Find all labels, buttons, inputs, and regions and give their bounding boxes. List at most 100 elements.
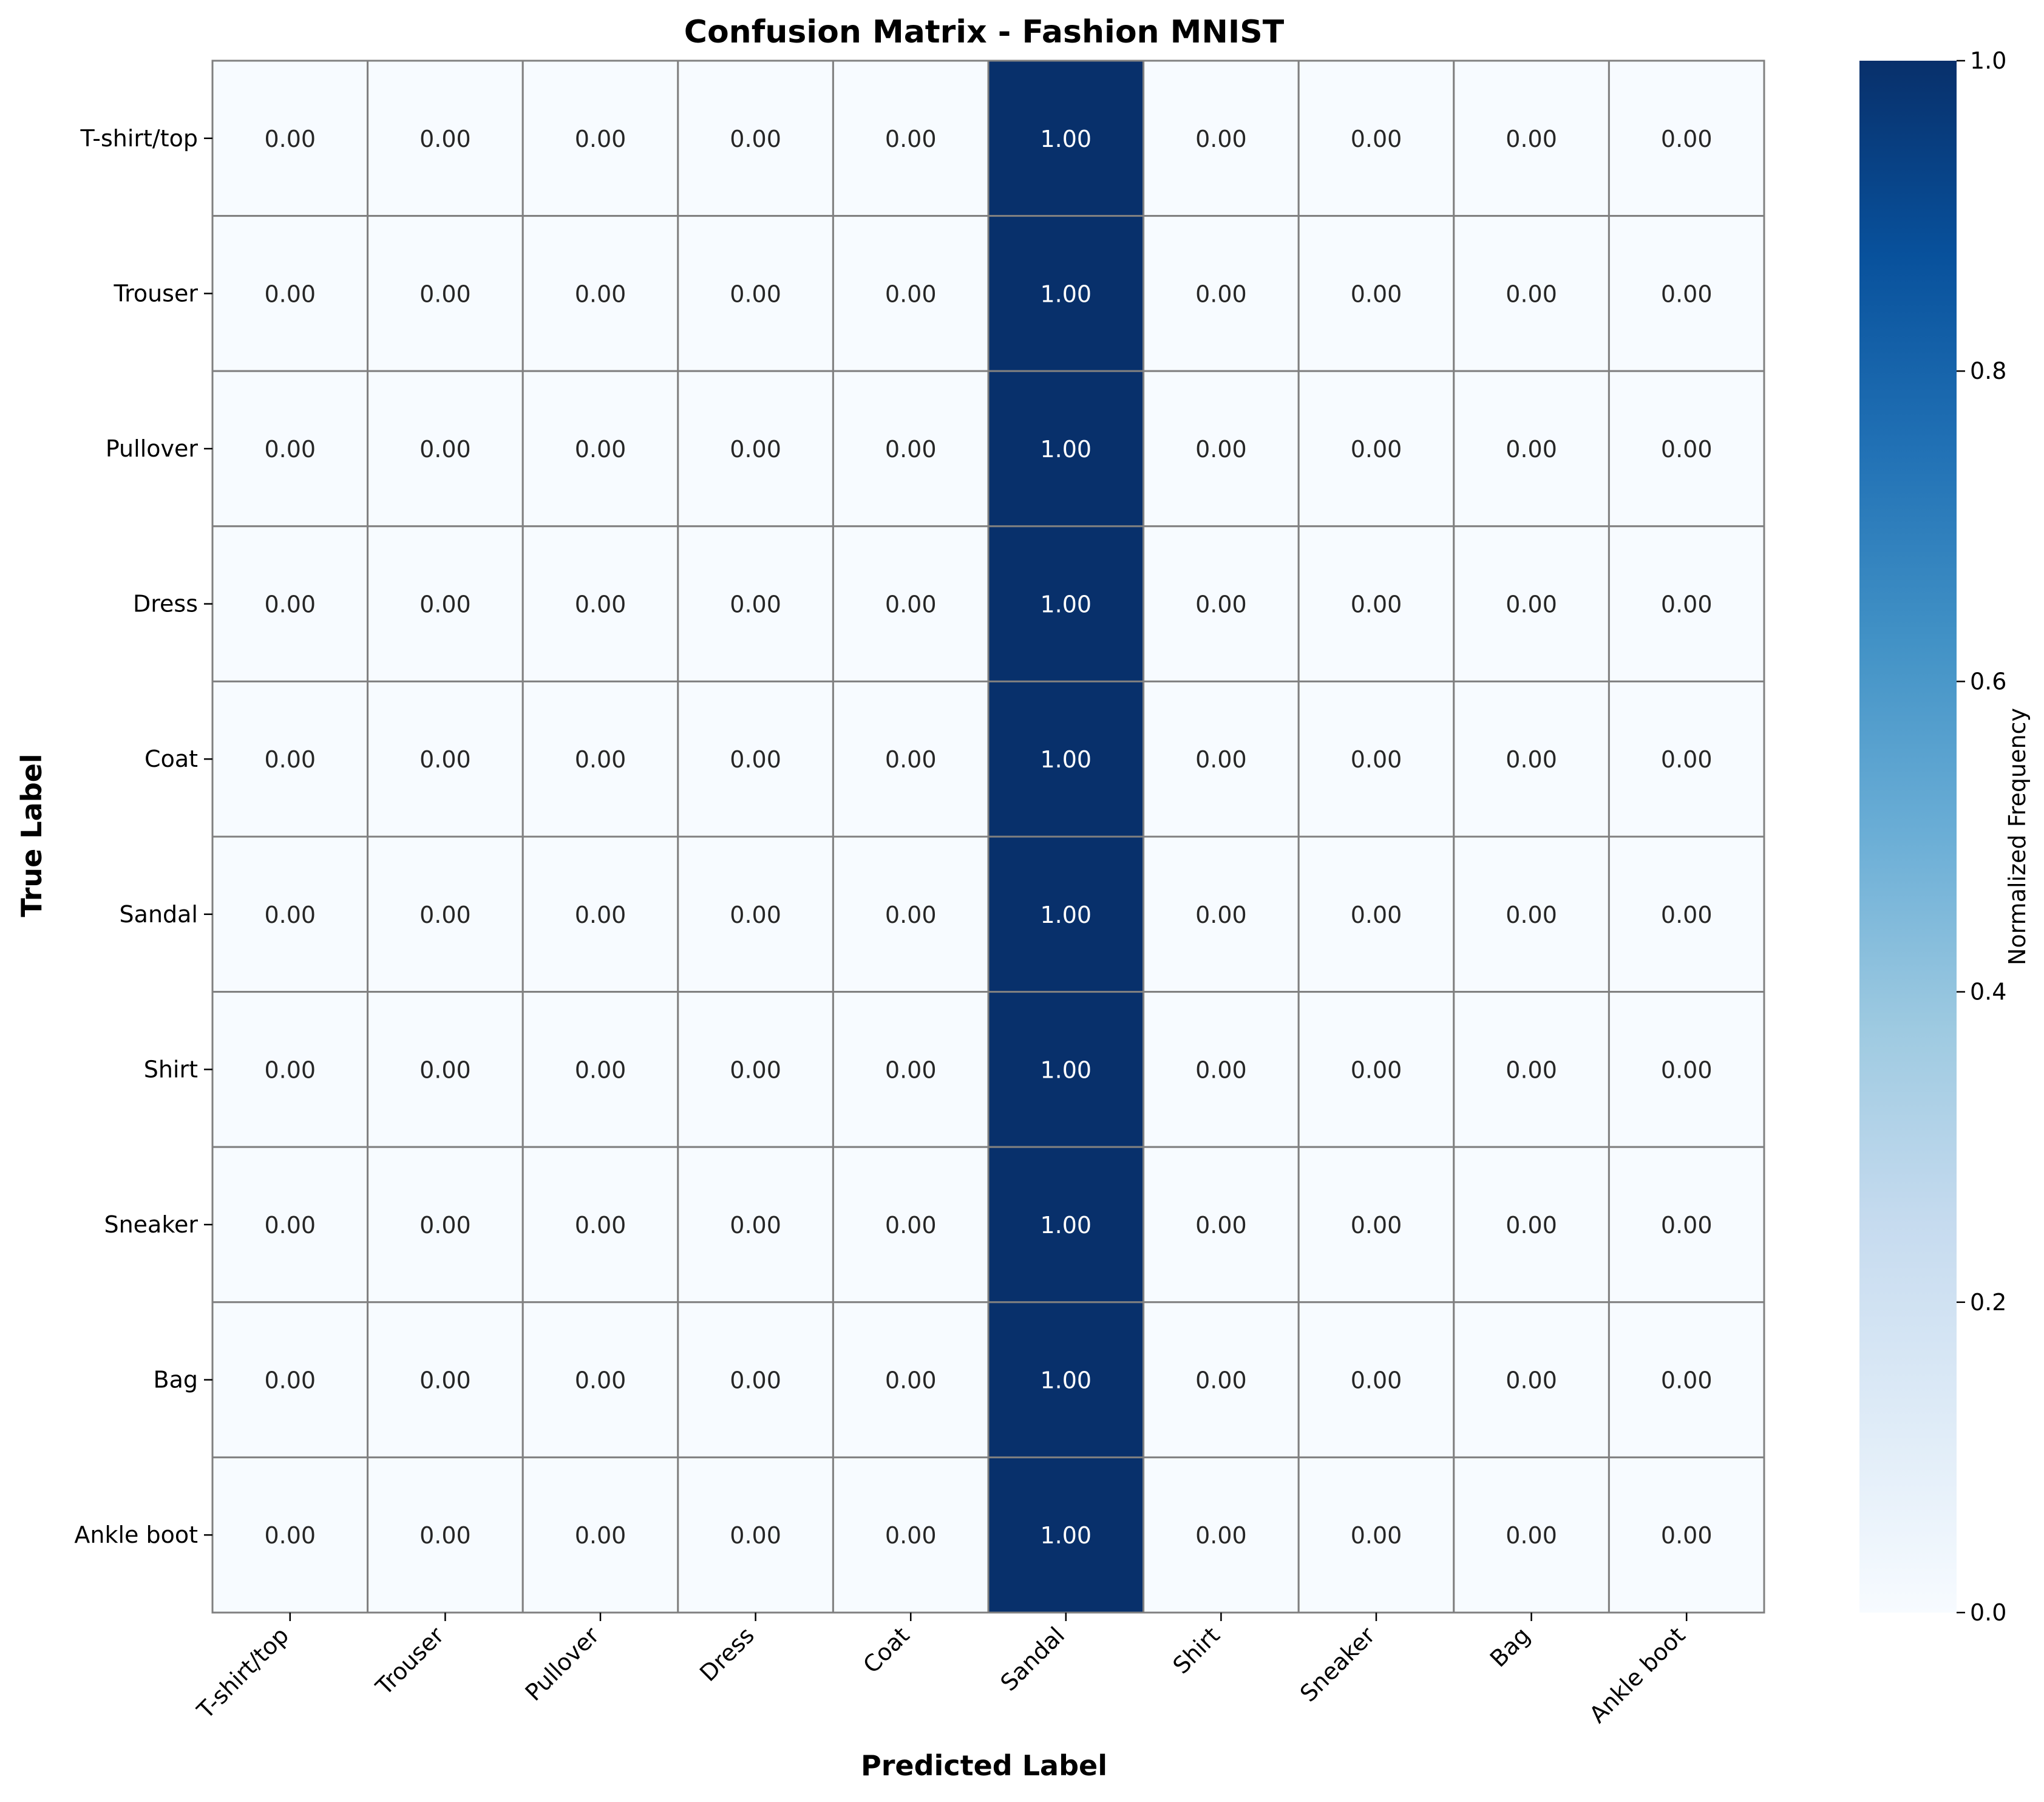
cell-value-label: 0.00: [730, 746, 781, 773]
cell-value-label: 0.00: [1506, 126, 1557, 152]
heatmap-cell: [1143, 680, 1300, 838]
x-tick-label: T-shirt/top: [192, 1622, 294, 1724]
heatmap-cell: [1297, 525, 1455, 682]
cell-value-label: 0.00: [419, 1212, 471, 1239]
cell-value-label: 0.00: [885, 1522, 937, 1549]
cell-value-label: 0.00: [1195, 902, 1247, 928]
heatmap-cell: [367, 1301, 524, 1458]
cell-value-label: 0.00: [575, 902, 626, 928]
cell-value-label: 0.00: [419, 1367, 471, 1394]
cell-value-label: 0.00: [1195, 746, 1247, 773]
cell-value-label: 0.00: [1195, 1056, 1247, 1083]
heatmap-cell: [367, 1456, 524, 1614]
cell-value-label: 0.00: [885, 1212, 937, 1239]
cell-value-label: 0.00: [1506, 280, 1557, 307]
heatmap-cell: [1608, 680, 1765, 838]
heatmap-cell: [677, 1146, 834, 1304]
heatmap-cell: [1608, 1301, 1765, 1458]
heatmap-cell: [211, 835, 369, 993]
heatmap-cell: [987, 1146, 1145, 1304]
cell-value-label: 0.00: [1506, 1056, 1557, 1083]
y-axis-ticks: T-shirt/top Trouser Pullover Dress Coat Sanda…: [74, 125, 212, 1548]
cell-value-label: 0.00: [419, 1056, 471, 1083]
cell-value-label: 0.00: [1506, 1212, 1557, 1239]
heatmap-cell: [1297, 59, 1455, 217]
heatmap-cell: [1297, 680, 1455, 838]
x-tick-label: Coat: [858, 1622, 914, 1678]
heatmap-cell: [1608, 991, 1765, 1148]
cell-value-label: 0.00: [1661, 280, 1713, 307]
cell-value-label: 0.00: [575, 746, 626, 773]
cell-value-label: 0.00: [419, 126, 471, 152]
heatmap-cell: [211, 525, 369, 682]
heatmap-cell: [211, 59, 369, 217]
y-tick-label: Sneaker: [104, 1211, 198, 1238]
heatmap-cell: [987, 1301, 1145, 1458]
heatmap-cell: [832, 59, 990, 217]
heatmap-cell: [1453, 1146, 1610, 1304]
cell-value-label: 0.00: [1506, 746, 1557, 773]
heatmap-cell: [367, 680, 524, 838]
cell-value-label: 0.00: [264, 591, 316, 618]
cell-value-label: 0.00: [1351, 280, 1402, 307]
heatmap-cell: [832, 1146, 990, 1304]
cell-value-label: 0.00: [730, 436, 781, 463]
x-tick-label: Pullover: [520, 1622, 605, 1706]
cell-value-label: 0.00: [575, 591, 626, 618]
x-axis-ticks: T-shirt/top Trouser Pullover Dress Coat Sanda…: [192, 1613, 1691, 1728]
cell-value-label: 0.00: [1195, 1212, 1247, 1239]
heatmap-cell: [987, 1456, 1145, 1614]
x-tick-label: Bag: [1485, 1622, 1535, 1672]
heatmap-cell: [1453, 991, 1610, 1148]
cell-value-label: 0.00: [264, 436, 316, 463]
cell-value-label: 0.00: [1506, 902, 1557, 928]
cell-value-label: 0.00: [1195, 280, 1247, 307]
cell-value-label: 0.00: [419, 436, 471, 463]
heatmap-cell: [1453, 680, 1610, 838]
cell-value-label: 1.00: [1040, 280, 1092, 307]
heatmap-cell: [1608, 525, 1765, 682]
colorbar-ticks: 0.0 0.2 0.4 0.6 0.8 1.0: [1957, 47, 2006, 1626]
y-tick-label: Trouser: [113, 280, 198, 307]
cell-value-label: 0.00: [1506, 591, 1557, 618]
cell-value-label: 0.00: [264, 280, 316, 307]
cell-value-label: 0.00: [885, 436, 937, 463]
heatmap-cell: [1453, 215, 1610, 372]
heatmap-cell: [367, 1146, 524, 1304]
heatmap-cell: [1143, 835, 1300, 993]
cell-value-label: 0.00: [575, 1056, 626, 1083]
heatmap-cell: [1608, 59, 1765, 217]
heatmap-cell: [521, 835, 679, 993]
heatmap-cell: [1297, 1301, 1455, 1458]
heatmap-cell: [987, 525, 1145, 682]
cell-value-label: 0.00: [885, 591, 937, 618]
cell-value-label: 0.00: [419, 591, 471, 618]
colorbar-tick-label: 0.8: [1970, 358, 2006, 384]
cell-value-label: 0.00: [1351, 1056, 1402, 1083]
heatmap-cell: [367, 59, 524, 217]
y-tick-label: Sandal: [120, 901, 198, 928]
heatmap-cell: [832, 835, 990, 993]
cell-value-label: 1.00: [1040, 902, 1092, 928]
y-tick-label: Pullover: [106, 435, 199, 462]
heatmap-cells: [211, 59, 1765, 1614]
x-tick-label: Shirt: [1168, 1622, 1225, 1679]
heatmap-cell: [1608, 1146, 1765, 1304]
cell-value-label: 0.00: [264, 902, 316, 928]
cell-value-label: 0.00: [1661, 591, 1713, 618]
cell-value-label: 0.00: [1661, 1367, 1713, 1394]
cell-value-label: 0.00: [1661, 1056, 1713, 1083]
cell-value-label: 0.00: [1661, 126, 1713, 152]
cell-value-label: 0.00: [264, 1056, 316, 1083]
cell-value-label: 0.00: [575, 436, 626, 463]
colorbar-tick-label: 0.6: [1970, 668, 2006, 695]
heatmap-cell: [987, 680, 1145, 838]
cell-value-label: 1.00: [1040, 1367, 1092, 1394]
chart-title: Confusion Matrix - Fashion MNIST: [684, 14, 1285, 50]
heatmap-cell: [211, 1456, 369, 1614]
x-tick-label: Trouser: [370, 1622, 449, 1701]
heatmap-cell: [832, 370, 990, 528]
cell-value-label: 0.00: [730, 1212, 781, 1239]
cell-value-label: 0.00: [264, 1367, 316, 1394]
